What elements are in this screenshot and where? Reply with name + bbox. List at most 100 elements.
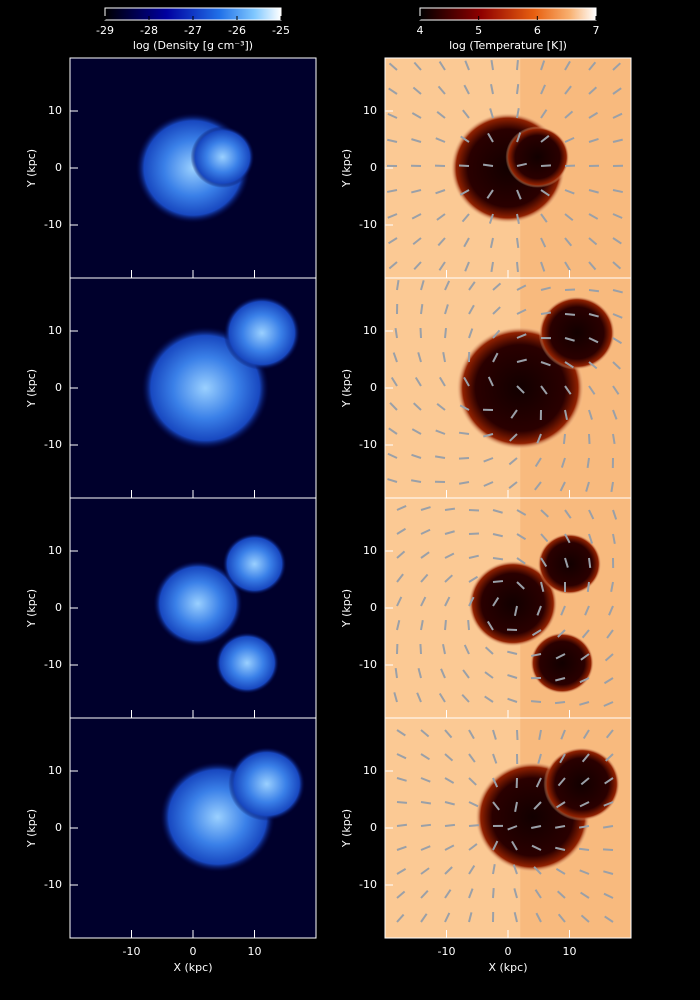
velocity-arrow: [579, 677, 590, 684]
velocity-arrow: [579, 869, 590, 875]
velocity-arrow: [509, 433, 518, 442]
y-axis-label: Y (kpc): [25, 149, 38, 188]
velocity-arrow: [584, 605, 590, 616]
velocity-arrow: [556, 890, 566, 899]
velocity-arrow: [588, 313, 599, 318]
velocity-arrow: [580, 914, 590, 923]
velocity-arrow: [444, 507, 456, 511]
velocity-arrow: [438, 261, 446, 271]
velocity-arrow: [554, 825, 566, 829]
velocity-arrow: [540, 361, 551, 367]
velocity-arrow: [536, 605, 542, 616]
y-axis-label: Y (kpc): [340, 589, 353, 628]
velocity-arrow: [507, 650, 518, 655]
velocity-arrow: [540, 84, 546, 95]
velocity-arrow: [540, 581, 545, 592]
y-tick-label: -10: [359, 878, 377, 891]
velocity-arrow: [560, 729, 566, 740]
velocity-arrow: [468, 509, 480, 512]
velocity-arrow: [396, 801, 408, 804]
velocity-arrow: [462, 669, 470, 679]
velocity-arrow: [588, 337, 599, 344]
velocity-arrow: [468, 575, 479, 583]
velocity-arrow: [612, 337, 623, 345]
velocity-arrow: [516, 162, 527, 167]
colorbar-tick-label: -27: [184, 24, 202, 37]
velocity-arrow: [490, 261, 494, 273]
y-tick-label: 0: [370, 161, 377, 174]
y-tick-label: 10: [363, 104, 377, 117]
velocity-arrow: [420, 528, 431, 535]
velocity-arrow: [612, 289, 623, 294]
x-tick-label: 10: [248, 945, 262, 958]
velocity-arrow: [420, 596, 427, 607]
velocity-arrow: [580, 777, 590, 786]
velocity-arrow: [560, 605, 566, 616]
velocity-arrow: [387, 213, 398, 219]
velocity-arrow: [540, 509, 549, 518]
velocity-arrow: [420, 845, 431, 851]
velocity-arrow: [612, 112, 623, 119]
velocity-arrow: [516, 237, 520, 249]
velocity-arrow: [420, 506, 431, 511]
velocity-arrow: [436, 213, 446, 221]
y-tick-label: 10: [363, 544, 377, 557]
velocity-arrow: [460, 135, 470, 143]
velocity-arrow: [516, 261, 519, 273]
velocity-arrow: [580, 891, 590, 899]
velocity-arrow: [458, 457, 470, 460]
velocity-arrow: [444, 552, 455, 559]
velocity-arrow: [444, 327, 447, 339]
y-tick-label: -10: [44, 878, 62, 891]
velocity-arrow: [459, 404, 470, 411]
velocity-arrow: [540, 237, 547, 248]
velocity-arrow: [468, 824, 480, 827]
velocity-arrow: [516, 284, 527, 291]
velocity-arrow: [389, 402, 398, 411]
gas-blob: [505, 126, 570, 188]
velocity-arrow: [612, 433, 616, 445]
velocity-arrow: [586, 581, 590, 593]
velocity-arrow: [579, 701, 590, 706]
velocity-arrow: [444, 304, 449, 315]
velocity-arrow: [442, 644, 446, 655]
velocity-arrow: [463, 644, 470, 655]
velocity-arrow: [388, 427, 398, 435]
velocity-arrow: [388, 87, 398, 95]
colorbar-tick-label: -25: [272, 24, 290, 37]
velocity-arrow: [468, 532, 480, 535]
velocity-arrow: [588, 289, 600, 293]
velocity-arrow: [557, 629, 566, 638]
velocity-arrow: [411, 138, 422, 143]
velocity-arrow: [458, 481, 470, 485]
velocity-arrow: [512, 864, 518, 875]
velocity-arrow: [436, 111, 446, 119]
velocity-arrow: [555, 868, 566, 875]
velocity-arrow: [413, 261, 422, 271]
velocity-arrow: [489, 237, 494, 248]
y-axis-label: Y (kpc): [340, 809, 353, 848]
velocity-arrow: [538, 729, 542, 741]
velocity-arrow: [588, 533, 594, 544]
velocity-arrow: [444, 844, 455, 851]
velocity-arrow: [540, 261, 546, 272]
velocity-arrow: [533, 866, 542, 875]
panel-image: [70, 498, 316, 718]
velocity-arrow: [488, 213, 494, 224]
velocity-arrow: [540, 60, 546, 71]
velocity-arrow: [410, 479, 422, 483]
velocity-arrow: [578, 825, 590, 829]
velocity-arrow: [487, 376, 494, 387]
gas-blob: [538, 296, 616, 370]
velocity-arrow: [612, 189, 623, 194]
velocity-arrow: [420, 801, 432, 805]
velocity-arrow: [540, 164, 552, 167]
velocity-arrow: [510, 409, 518, 419]
velocity-arrow: [564, 409, 568, 420]
velocity-arrow: [492, 777, 499, 788]
velocity-arrow: [610, 481, 614, 493]
velocity-arrow: [388, 62, 398, 71]
velocity-arrow: [420, 280, 425, 291]
velocity-arrow: [564, 385, 572, 395]
velocity-arrow: [588, 361, 598, 370]
